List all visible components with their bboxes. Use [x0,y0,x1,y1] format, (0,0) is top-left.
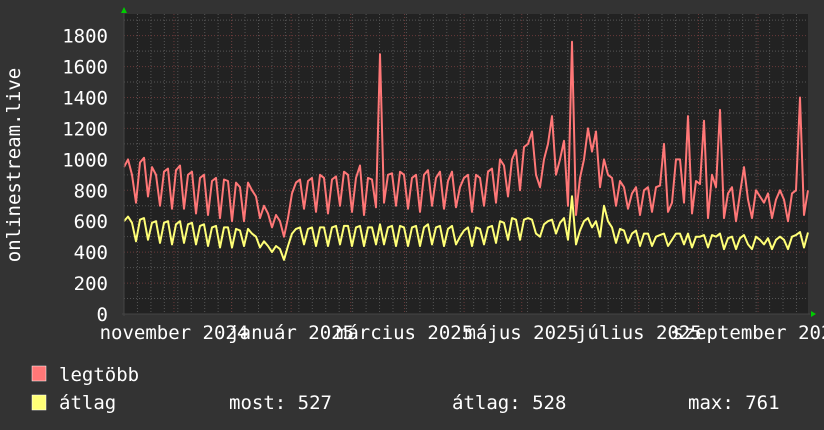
x-tick-label: július 2025 [576,322,702,344]
y-tick-label: 800 [74,180,108,202]
grid [123,14,808,314]
legend-label-max: legtöbb [59,364,139,386]
series-lines [123,40,809,261]
y-tick-label: 200 [74,273,108,295]
y-tick-label: 1600 [62,57,108,79]
y-tick-label: 0 [97,304,108,326]
x-tick-label: május 2025 [465,322,579,344]
legend-swatch-max [31,365,47,382]
y-tick-label: 1400 [62,88,108,110]
y-tick-label: 1800 [62,26,108,48]
x-tick-label: január 2025 [228,322,354,344]
series-line-legtobb [123,40,809,238]
y-tick-label: 400 [74,242,108,264]
y-axis-ticks: 0 200 400 600 800 1000 1200 1400 1600 1800 [62,26,108,326]
plot-area [124,14,808,314]
legend-average: átlag: 528 [452,392,566,414]
x-tick-label: március 2025 [336,322,473,344]
legend-label-avg: átlag [59,392,116,414]
x-axis-arrow-icon [811,311,816,317]
legend-now: most: 527 [229,392,332,414]
legend-swatch-avg [31,394,47,411]
y-tick-label: 1000 [62,149,108,171]
y-axis-label: onlinestream.live [3,68,25,262]
y-axis-arrow-icon [121,7,127,13]
legend-maximum: max: 761 [688,392,780,414]
legend: legtöbb átlag most: 527 átlag: 528 max: … [31,364,780,414]
y-tick-label: 600 [74,211,108,233]
x-tick-label: november 2024 [100,322,249,344]
x-tick-label: szeptember 2025 [672,322,824,344]
series-line-atlag [123,195,809,261]
y-tick-label: 1200 [62,118,108,140]
